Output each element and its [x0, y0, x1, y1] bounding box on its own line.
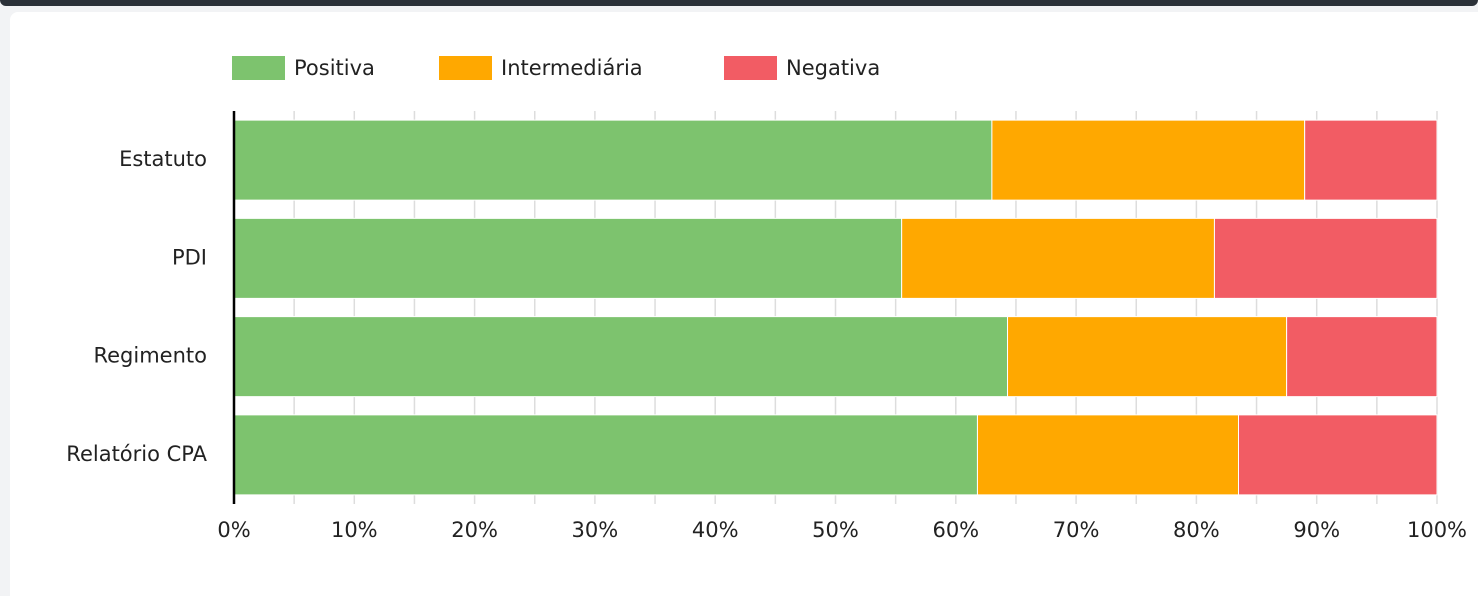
bar-segment	[233, 119, 993, 201]
top-bar	[0, 0, 1478, 6]
y-tick-label: Regimento	[93, 344, 207, 368]
y-tick-label: Estatuto	[119, 147, 207, 171]
bar-segment	[991, 119, 1306, 201]
x-tick-label: 90%	[1293, 518, 1340, 542]
bar-segment	[233, 414, 978, 496]
legend-label: Positiva	[294, 56, 375, 80]
legend-swatch	[232, 56, 285, 80]
x-tick-label: 50%	[812, 518, 859, 542]
bar-segment	[1304, 119, 1438, 201]
x-tick-label: 60%	[932, 518, 979, 542]
legend-label: Negativa	[786, 56, 880, 80]
bar-segment	[901, 217, 1215, 299]
x-tick-label: 70%	[1053, 518, 1100, 542]
bar-segment	[1286, 316, 1438, 398]
x-tick-label: 0%	[217, 518, 250, 542]
bar-segment	[1007, 316, 1288, 398]
x-tick-label: 20%	[451, 518, 498, 542]
bar-segment	[976, 414, 1240, 496]
x-tick-label: 40%	[692, 518, 739, 542]
y-tick-label: Relatório CPA	[66, 442, 207, 466]
legend-swatch	[724, 56, 777, 80]
legend-label: Intermediária	[501, 56, 643, 80]
bar-segment	[1213, 217, 1438, 299]
x-tick-label: 10%	[331, 518, 378, 542]
card	[10, 12, 1478, 596]
x-tick-label: 100%	[1407, 518, 1467, 542]
y-tick-label: PDI	[172, 245, 207, 269]
bar-segment	[233, 316, 1009, 398]
x-tick-label: 30%	[572, 518, 619, 542]
x-tick-label: 80%	[1173, 518, 1220, 542]
bar-segment	[233, 217, 903, 299]
bar-segment	[1238, 414, 1438, 496]
legend-swatch	[439, 56, 492, 80]
